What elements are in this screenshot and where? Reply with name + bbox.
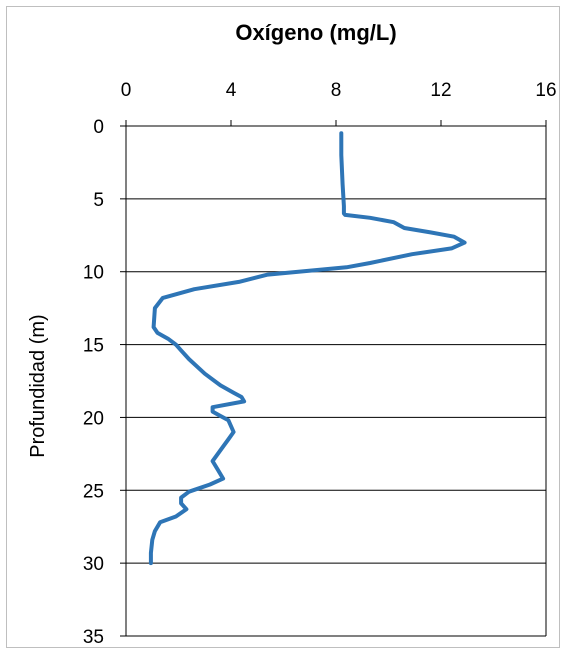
y-tick-label-15: 15 [83, 336, 104, 357]
chart-title: Oxígeno (mg/L) [235, 20, 396, 45]
y-tick-label-20: 20 [83, 408, 104, 429]
x-tick-label-16: 16 [535, 80, 556, 101]
y-tick-label-30: 30 [83, 554, 104, 575]
y-tick-labels: 0 5 10 15 20 25 30 35 [83, 117, 104, 643]
gridlines [126, 198, 546, 637]
x-tick-label-8: 8 [331, 80, 342, 101]
x-tick-label-4: 4 [226, 80, 237, 101]
y-tick-label-0: 0 [93, 117, 104, 138]
axes [120, 120, 547, 637]
y-tick-label-25: 25 [83, 481, 104, 502]
series-line-0 [148, 131, 467, 566]
x-tick-label-0: 0 [121, 80, 132, 101]
y-axis-title: Profundidad (m) [27, 314, 49, 457]
x-tick-labels: 0 4 8 12 16 [121, 80, 557, 101]
y-tick-label-10: 10 [83, 263, 104, 284]
x-tick-label-12: 12 [430, 80, 451, 101]
y-tick-label-35: 35 [83, 627, 104, 643]
y-tick-label-5: 5 [93, 190, 104, 211]
series-lines [148, 131, 467, 566]
